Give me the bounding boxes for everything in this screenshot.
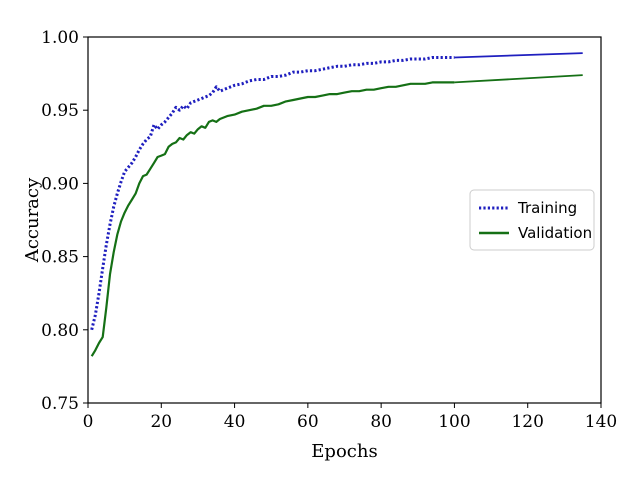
y-axis-ticks: 0.75 0.80 0.85 0.90 0.95 1.00 [41, 28, 88, 414]
legend: Training Validation [469, 189, 595, 251]
series-line-validation [90, 81, 455, 357]
x-tick-label: 0 [83, 412, 94, 432]
y-tick-label: 0.95 [41, 101, 79, 121]
legend-box [469, 189, 595, 251]
y-tick-label: 0.90 [41, 174, 79, 194]
series-line-training [90, 56, 455, 331]
y-tick-label: 1.00 [41, 28, 79, 48]
x-tick-label: 60 [297, 412, 319, 432]
x-axis-ticks: 0 20 40 60 80 100 120 140 [83, 403, 617, 432]
x-axis-label: Epochs [311, 441, 377, 462]
x-tick-label: 100 [438, 412, 470, 432]
x-tick-label: 120 [511, 412, 543, 432]
y-tick-label: 0.75 [41, 394, 79, 414]
x-tick-label: 40 [224, 412, 246, 432]
series-line-training-extrapolated [454, 52, 583, 59]
y-axis-label: Accuracy [22, 177, 43, 263]
legend-label-training: Training [517, 199, 577, 217]
series-line-validation-extrapolated [454, 74, 583, 84]
y-tick-label: 0.80 [41, 321, 79, 341]
series-layer [90, 52, 583, 357]
x-tick-label: 20 [150, 412, 172, 432]
x-tick-label: 140 [585, 412, 617, 432]
y-tick-label: 0.85 [41, 248, 79, 268]
x-tick-label: 80 [370, 412, 392, 432]
legend-label-validation: Validation [518, 224, 592, 242]
